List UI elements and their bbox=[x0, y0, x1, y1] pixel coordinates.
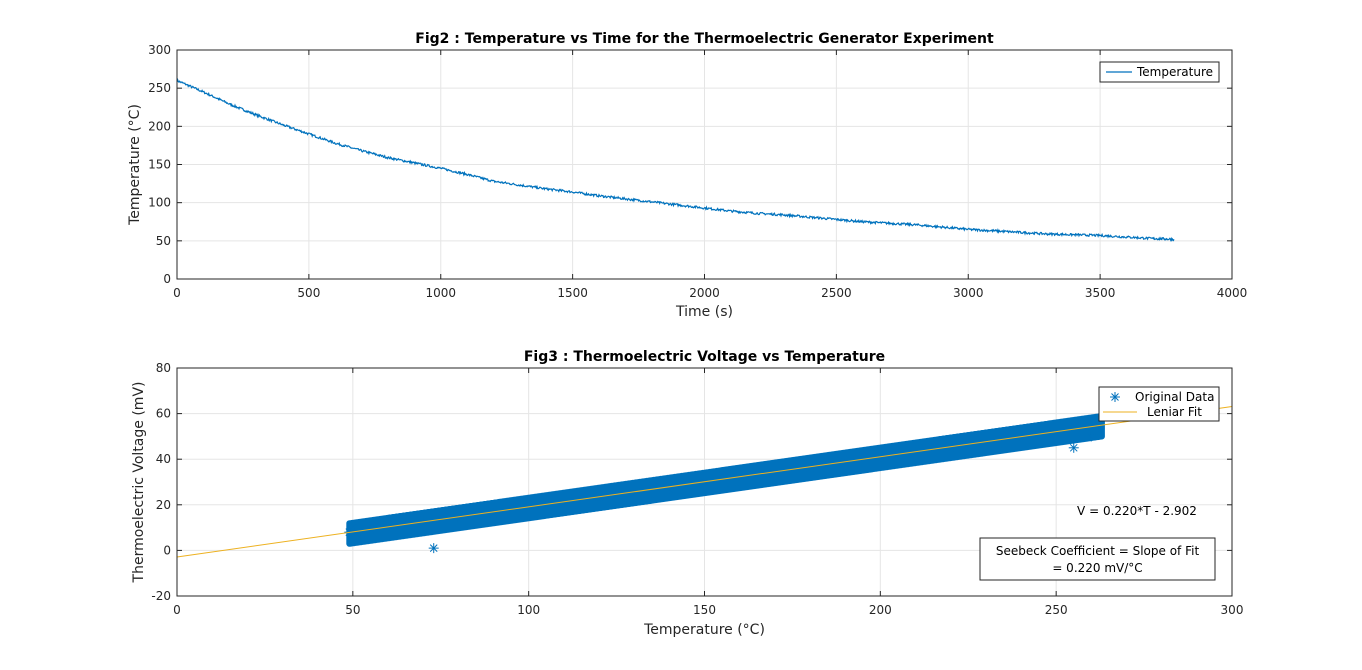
x-tick-label: 50 bbox=[345, 603, 360, 617]
fig3-ylabel: Thermoelectric Voltage (mV) bbox=[131, 382, 147, 584]
x-tick-label: 150 bbox=[693, 603, 716, 617]
fig2-legend-box bbox=[1099, 61, 1220, 83]
fig3-equation-annotation: V = 0.220*T - 2.902 bbox=[1077, 504, 1197, 518]
y-tick-label: 40 bbox=[156, 452, 171, 466]
y-tick-label: 0 bbox=[163, 272, 171, 286]
data-point bbox=[664, 483, 675, 494]
fig3-data bbox=[176, 406, 1233, 558]
data-point bbox=[594, 492, 604, 503]
fig2-ylabel: Temperature (°C) bbox=[127, 104, 143, 226]
fig3-seebeck-line1: Seebeck Coefficient = Slope of Fit bbox=[996, 544, 1200, 558]
y-tick-label: 250 bbox=[148, 81, 171, 95]
fig3-seebeck-box bbox=[979, 537, 1216, 581]
y-tick-label: 20 bbox=[156, 498, 171, 512]
fig3-title: Fig3 : Thermoelectric Voltage vs Tempera… bbox=[524, 349, 885, 365]
data-point bbox=[910, 447, 921, 458]
series-temperature-line bbox=[176, 78, 1175, 242]
data-point bbox=[1068, 442, 1079, 453]
x-tick-label: 1500 bbox=[557, 286, 588, 300]
data-point bbox=[354, 531, 365, 542]
fig3-legend-swatch-original-data bbox=[1110, 392, 1120, 402]
data-point bbox=[1086, 431, 1097, 442]
x-tick-label: 2000 bbox=[689, 286, 720, 300]
y-tick-label: 150 bbox=[148, 158, 171, 172]
data-point bbox=[488, 508, 499, 519]
fig3-seebeck-annotation: Seebeck Coefficient = Slope of Fit = 0.2… bbox=[979, 537, 1216, 581]
axes-fig2: 0 500 1000 1500 2000 2500 3000 3500 4000 0 50 100 15… bbox=[127, 31, 1247, 320]
fig3-seebeck-line2: = 0.220 mV/°C bbox=[1052, 561, 1142, 575]
y-tick-label: 0 bbox=[163, 543, 171, 557]
x-tick-label: 3500 bbox=[1085, 286, 1116, 300]
data-point bbox=[945, 442, 956, 453]
fig3-legend-label-leniar-fit: Leniar Fit bbox=[1147, 405, 1202, 419]
data-point bbox=[418, 515, 429, 526]
fig2-ticks: 0 500 1000 1500 2000 2500 3000 3500 4000 0 50 100 15… bbox=[148, 43, 1247, 300]
fig3-legend-box bbox=[1098, 386, 1220, 422]
fig2-data bbox=[176, 78, 1175, 242]
data-point bbox=[347, 522, 358, 533]
x-tick-label: 300 bbox=[1221, 603, 1244, 617]
data-point bbox=[805, 463, 815, 474]
y-tick-label: 80 bbox=[156, 361, 171, 375]
x-tick-label: 500 bbox=[297, 286, 320, 300]
x-tick-label: 2500 bbox=[821, 286, 852, 300]
series-leniar-fit-line bbox=[176, 406, 1233, 558]
data-point bbox=[769, 467, 780, 478]
x-tick-label: 0 bbox=[173, 286, 181, 300]
data-point bbox=[1016, 433, 1026, 444]
x-tick-label: 3000 bbox=[953, 286, 984, 300]
fig2-legend-label-temperature: Temperature bbox=[1136, 65, 1213, 79]
x-tick-label: 250 bbox=[1045, 603, 1068, 617]
data-point bbox=[400, 518, 411, 529]
y-tick-label: -20 bbox=[151, 589, 171, 603]
data-point bbox=[428, 543, 439, 554]
y-tick-label: 300 bbox=[148, 43, 171, 57]
fig3-legend-label-original-data: Original Data bbox=[1135, 390, 1214, 404]
fig2-title: Fig2 : Temperature vs Time for the Therm… bbox=[415, 31, 994, 47]
x-tick-label: 100 bbox=[517, 603, 540, 617]
fig3-legend: Original Data Leniar Fit bbox=[1098, 386, 1220, 422]
fig2-xlabel: Time (s) bbox=[675, 304, 733, 320]
y-tick-label: 100 bbox=[148, 196, 171, 210]
y-tick-label: 200 bbox=[148, 119, 171, 133]
data-point bbox=[453, 513, 464, 524]
fig3-xlabel: Temperature (°C) bbox=[643, 622, 765, 638]
x-tick-label: 0 bbox=[173, 603, 181, 617]
y-tick-label: 50 bbox=[156, 234, 171, 248]
fig2-legend: Temperature bbox=[1099, 61, 1220, 83]
series-original-data-band bbox=[346, 413, 1105, 547]
data-point bbox=[383, 520, 393, 531]
x-tick-label: 1000 bbox=[425, 286, 456, 300]
data-point bbox=[629, 488, 640, 499]
y-tick-label: 60 bbox=[156, 407, 171, 421]
x-tick-label: 200 bbox=[869, 603, 892, 617]
x-tick-label: 4000 bbox=[1217, 286, 1248, 300]
data-point bbox=[980, 438, 991, 449]
